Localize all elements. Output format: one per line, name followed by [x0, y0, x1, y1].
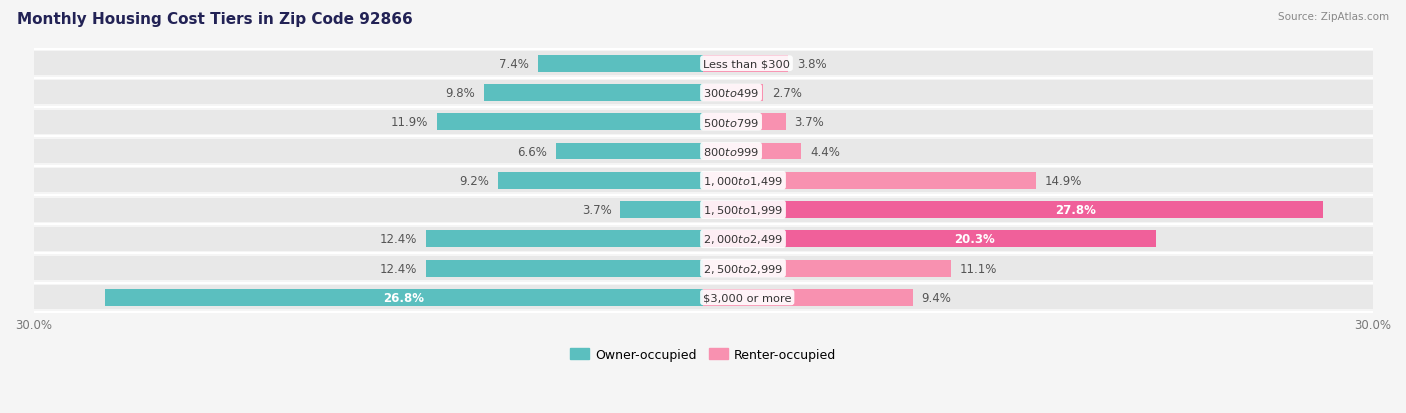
Bar: [34, 256, 1372, 280]
Text: 3.8%: 3.8%: [797, 57, 827, 71]
Bar: [703, 114, 786, 131]
Text: 2.7%: 2.7%: [772, 87, 801, 100]
Bar: [703, 260, 950, 277]
Bar: [437, 114, 703, 131]
Bar: [34, 81, 1372, 105]
Bar: [34, 286, 1372, 310]
Bar: [34, 169, 1372, 193]
Text: $300 to $499: $300 to $499: [703, 87, 759, 99]
Bar: [555, 143, 703, 160]
Bar: [426, 231, 703, 248]
Text: $3,000 or more: $3,000 or more: [703, 293, 792, 303]
Bar: [34, 198, 1372, 222]
Text: $500 to $799: $500 to $799: [703, 116, 759, 128]
Bar: [426, 260, 703, 277]
Text: 12.4%: 12.4%: [380, 262, 418, 275]
Bar: [34, 227, 1372, 251]
Bar: [703, 202, 1323, 218]
Text: 7.4%: 7.4%: [499, 57, 529, 71]
Text: 26.8%: 26.8%: [384, 291, 425, 304]
Bar: [538, 56, 703, 73]
Legend: Owner-occupied, Renter-occupied: Owner-occupied, Renter-occupied: [565, 343, 841, 366]
Bar: [703, 289, 912, 306]
Text: $2,500 to $2,999: $2,500 to $2,999: [703, 262, 783, 275]
Bar: [34, 110, 1372, 134]
Bar: [34, 52, 1372, 76]
Bar: [703, 172, 1035, 189]
Text: 3.7%: 3.7%: [582, 204, 612, 216]
Bar: [703, 56, 787, 73]
Text: 11.9%: 11.9%: [391, 116, 429, 129]
Text: 27.8%: 27.8%: [1054, 204, 1095, 216]
Text: $1,500 to $1,999: $1,500 to $1,999: [703, 204, 783, 216]
Text: 9.8%: 9.8%: [446, 87, 475, 100]
Text: 4.4%: 4.4%: [810, 145, 839, 158]
Text: $1,000 to $1,499: $1,000 to $1,499: [703, 174, 783, 188]
Text: Monthly Housing Cost Tiers in Zip Code 92866: Monthly Housing Cost Tiers in Zip Code 9…: [17, 12, 412, 27]
Bar: [620, 202, 703, 218]
Text: 11.1%: 11.1%: [960, 262, 997, 275]
Text: 20.3%: 20.3%: [955, 233, 995, 246]
Bar: [703, 231, 1156, 248]
Bar: [703, 143, 801, 160]
Text: 9.4%: 9.4%: [922, 291, 952, 304]
Text: $2,000 to $2,499: $2,000 to $2,499: [703, 233, 783, 246]
Text: 14.9%: 14.9%: [1045, 174, 1081, 188]
Text: 9.2%: 9.2%: [458, 174, 489, 188]
Bar: [498, 172, 703, 189]
Text: 3.7%: 3.7%: [794, 116, 824, 129]
Text: 12.4%: 12.4%: [380, 233, 418, 246]
Bar: [34, 140, 1372, 164]
Text: Source: ZipAtlas.com: Source: ZipAtlas.com: [1278, 12, 1389, 22]
Bar: [703, 85, 763, 102]
Bar: [484, 85, 703, 102]
Text: Less than $300: Less than $300: [703, 59, 790, 69]
Bar: [105, 289, 703, 306]
Text: 6.6%: 6.6%: [517, 145, 547, 158]
Text: $800 to $999: $800 to $999: [703, 146, 759, 158]
